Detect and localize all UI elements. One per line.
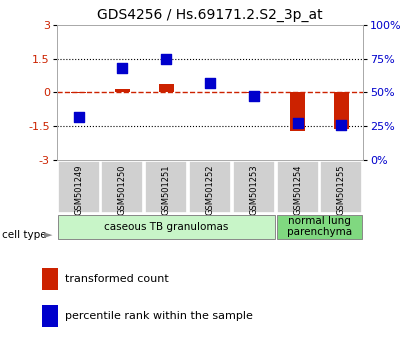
Bar [42,268,58,290]
Text: normal lung
parenchyma: normal lung parenchyma [287,216,352,238]
FancyBboxPatch shape [58,161,100,213]
Text: cell type: cell type [2,230,47,240]
FancyBboxPatch shape [320,161,362,213]
Point [75,114,82,119]
Point [338,122,345,127]
FancyBboxPatch shape [189,161,231,213]
Title: GDS4256 / Hs.69171.2.S2_3p_at: GDS4256 / Hs.69171.2.S2_3p_at [97,8,323,22]
FancyBboxPatch shape [277,215,362,239]
FancyBboxPatch shape [58,215,275,239]
Text: transformed count: transformed count [65,274,169,284]
Bar [158,84,174,92]
Text: GSM501252: GSM501252 [205,164,215,215]
Bar [71,92,86,93]
Text: GSM501255: GSM501255 [337,164,346,215]
Point [294,120,301,126]
Bar [115,89,130,92]
Point [163,56,170,61]
Text: caseous TB granulomas: caseous TB granulomas [104,222,228,232]
Text: GSM501251: GSM501251 [162,164,171,215]
Bar [290,92,305,131]
FancyBboxPatch shape [233,161,275,213]
Bar [42,305,58,327]
Text: percentile rank within the sample: percentile rank within the sample [65,311,253,321]
Text: GSM501253: GSM501253 [249,164,258,215]
Point [207,80,213,86]
Point [250,93,257,99]
Point [119,65,126,71]
Bar [334,92,349,129]
FancyBboxPatch shape [101,161,143,213]
FancyBboxPatch shape [145,161,187,213]
Text: ►: ► [44,230,52,240]
Text: GSM501249: GSM501249 [74,164,83,215]
Bar [246,92,262,93]
Text: GSM501254: GSM501254 [293,164,302,215]
FancyBboxPatch shape [277,161,319,213]
Text: GSM501250: GSM501250 [118,164,127,215]
